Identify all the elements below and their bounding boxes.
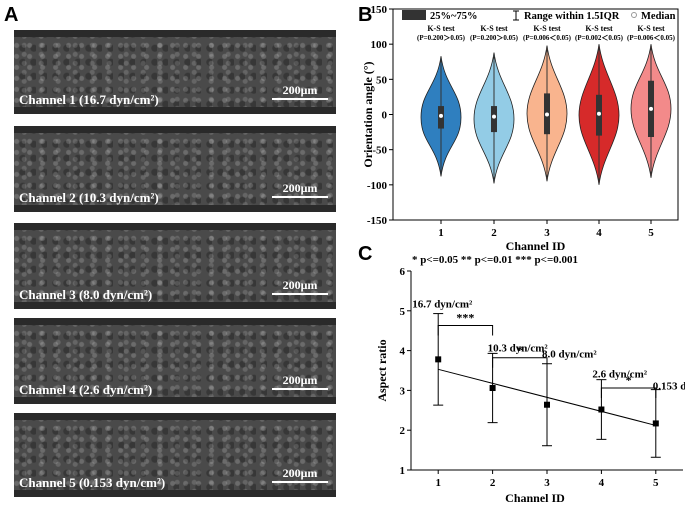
violin-body bbox=[526, 45, 568, 182]
ks-test-p: (P=0.200＞0.05) bbox=[417, 34, 466, 42]
scale-bar: 200μm bbox=[272, 278, 328, 295]
y-tick-label: 6 bbox=[400, 266, 406, 278]
micrograph-channel-4: Channel 4 (2.6 dyn/cm²) 200μm bbox=[14, 318, 336, 404]
x-tick-label: 2 bbox=[491, 227, 497, 239]
point-label: 16.7 dyn/cm² bbox=[412, 299, 473, 311]
ks-test-label: K-S test bbox=[637, 24, 665, 33]
violin-iqr-box bbox=[438, 106, 444, 129]
violin-iqr-box bbox=[544, 93, 550, 135]
y-tick-label: 50 bbox=[376, 74, 388, 86]
significance-legend: * p<=0.05 ** p<=0.01 *** p<=0.001 bbox=[412, 254, 578, 266]
violin-median bbox=[597, 111, 601, 116]
x-axis-title: Channel ID bbox=[506, 239, 566, 253]
data-point bbox=[598, 406, 605, 413]
panel-label-a: A bbox=[4, 4, 19, 26]
significance-stars: *** bbox=[456, 311, 474, 325]
plot-frame bbox=[392, 8, 679, 221]
point-label: 8.0 dyn/cm² bbox=[542, 349, 597, 361]
micrograph-label: Channel 3 (8.0 dyn/cm²) bbox=[19, 287, 153, 302]
ks-test-label: K-S test bbox=[480, 24, 508, 33]
violin-iqr-box bbox=[648, 80, 654, 138]
y-tick-label: -100 bbox=[367, 180, 388, 192]
scale-bar: 200μm bbox=[272, 83, 328, 100]
violin-iqr-box bbox=[596, 94, 602, 136]
panel-label-c: C bbox=[358, 243, 373, 265]
violin-body bbox=[420, 56, 462, 177]
ks-test-label: K-S test bbox=[585, 24, 613, 33]
y-tick-label: 0 bbox=[382, 110, 388, 122]
y-axis-title: Orientation angle (°) bbox=[361, 61, 375, 167]
y-tick-label: 100 bbox=[371, 39, 388, 51]
violin-median bbox=[545, 112, 549, 117]
y-tick-label: -150 bbox=[367, 215, 388, 227]
significance-bracket bbox=[437, 325, 494, 336]
y-axis-title: Aspect ratio bbox=[375, 339, 389, 401]
legend-range-icon bbox=[513, 10, 519, 21]
panel-label-b: B bbox=[358, 4, 373, 26]
violin-median bbox=[649, 106, 653, 111]
data-point bbox=[544, 401, 550, 408]
violin-body bbox=[473, 52, 515, 184]
y-tick-label: 1 bbox=[400, 465, 406, 477]
point-label: 0.153 dyn/cm² bbox=[653, 381, 685, 393]
scale-bar: 200μm bbox=[272, 466, 328, 483]
significance-bracket bbox=[492, 357, 548, 368]
legend-iqr-swatch bbox=[402, 10, 426, 20]
y-tick-label: -50 bbox=[372, 145, 387, 157]
significance-stars: * bbox=[517, 343, 523, 357]
micrograph-label: Channel 2 (10.3 dyn/cm²) bbox=[19, 190, 159, 205]
x-tick-label: 1 bbox=[438, 227, 444, 239]
x-tick-label: 4 bbox=[596, 227, 602, 239]
ks-test-label: K-S test bbox=[427, 24, 455, 33]
ks-test-p: (P=0.006＜0.05) bbox=[523, 34, 572, 42]
y-tick-label: 3 bbox=[400, 385, 406, 397]
micrograph-channel-5: Channel 5 (0.153 dyn/cm²) 200μm bbox=[14, 413, 336, 497]
legend-iqr-label: 25%~75% bbox=[430, 11, 477, 22]
scale-bar: 200μm bbox=[272, 181, 328, 198]
y-tick-label: 5 bbox=[400, 306, 406, 318]
point-label: 2.6 dyn/cm² bbox=[592, 369, 647, 381]
fit-line bbox=[438, 368, 656, 426]
scale-bar: 200μm bbox=[272, 373, 328, 390]
x-tick-label: 1 bbox=[435, 477, 441, 489]
point-label: 10.3 dyn/cm² bbox=[488, 342, 549, 354]
y-tick-label: 150 bbox=[371, 4, 388, 16]
significance-bracket bbox=[600, 387, 657, 399]
x-tick-label: 5 bbox=[653, 477, 659, 489]
micrograph-channel-3: Channel 3 (8.0 dyn/cm²) 200μm bbox=[14, 223, 336, 309]
ks-test-p: (P=0.200＞0.05) bbox=[470, 34, 519, 42]
x-axis-title: Channel ID bbox=[505, 491, 565, 505]
data-point bbox=[652, 420, 659, 427]
micrograph-channel-1: Channel 1 (16.7 dyn/cm²) 200μm bbox=[14, 30, 336, 114]
ks-test-p: (P=0.002＜0.05) bbox=[575, 34, 624, 42]
ks-test-p: (P=0.006＜0.05) bbox=[627, 34, 676, 42]
violin-body bbox=[578, 44, 620, 185]
legend-range-label: Range within 1.5IQR bbox=[524, 11, 620, 22]
micrograph-label: Channel 5 (0.153 dyn/cm²) bbox=[19, 475, 166, 490]
y-tick-label: 4 bbox=[400, 346, 406, 358]
legend-median-icon bbox=[631, 12, 637, 18]
legend-median-label: Median bbox=[641, 11, 676, 22]
x-tick-label: 3 bbox=[544, 477, 550, 489]
violin-median bbox=[492, 114, 496, 119]
data-point bbox=[435, 356, 442, 363]
x-tick-label: 4 bbox=[599, 477, 605, 489]
violin-body bbox=[630, 44, 672, 178]
violin-iqr-box bbox=[491, 106, 497, 133]
micrograph-channel-2: Channel 2 (10.3 dyn/cm²) 200μm bbox=[14, 126, 336, 212]
ks-test-label: K-S test bbox=[533, 24, 561, 33]
data-point bbox=[489, 385, 496, 392]
y-tick-label: 2 bbox=[400, 425, 406, 437]
micrograph-label: Channel 1 (16.7 dyn/cm²) bbox=[19, 92, 159, 107]
significance-stars: * bbox=[626, 373, 632, 387]
violin-median bbox=[439, 113, 443, 118]
x-tick-label: 2 bbox=[490, 477, 496, 489]
x-tick-label: 3 bbox=[544, 227, 550, 239]
x-tick-label: 5 bbox=[648, 227, 654, 239]
micrograph-label: Channel 4 (2.6 dyn/cm²) bbox=[19, 382, 153, 397]
